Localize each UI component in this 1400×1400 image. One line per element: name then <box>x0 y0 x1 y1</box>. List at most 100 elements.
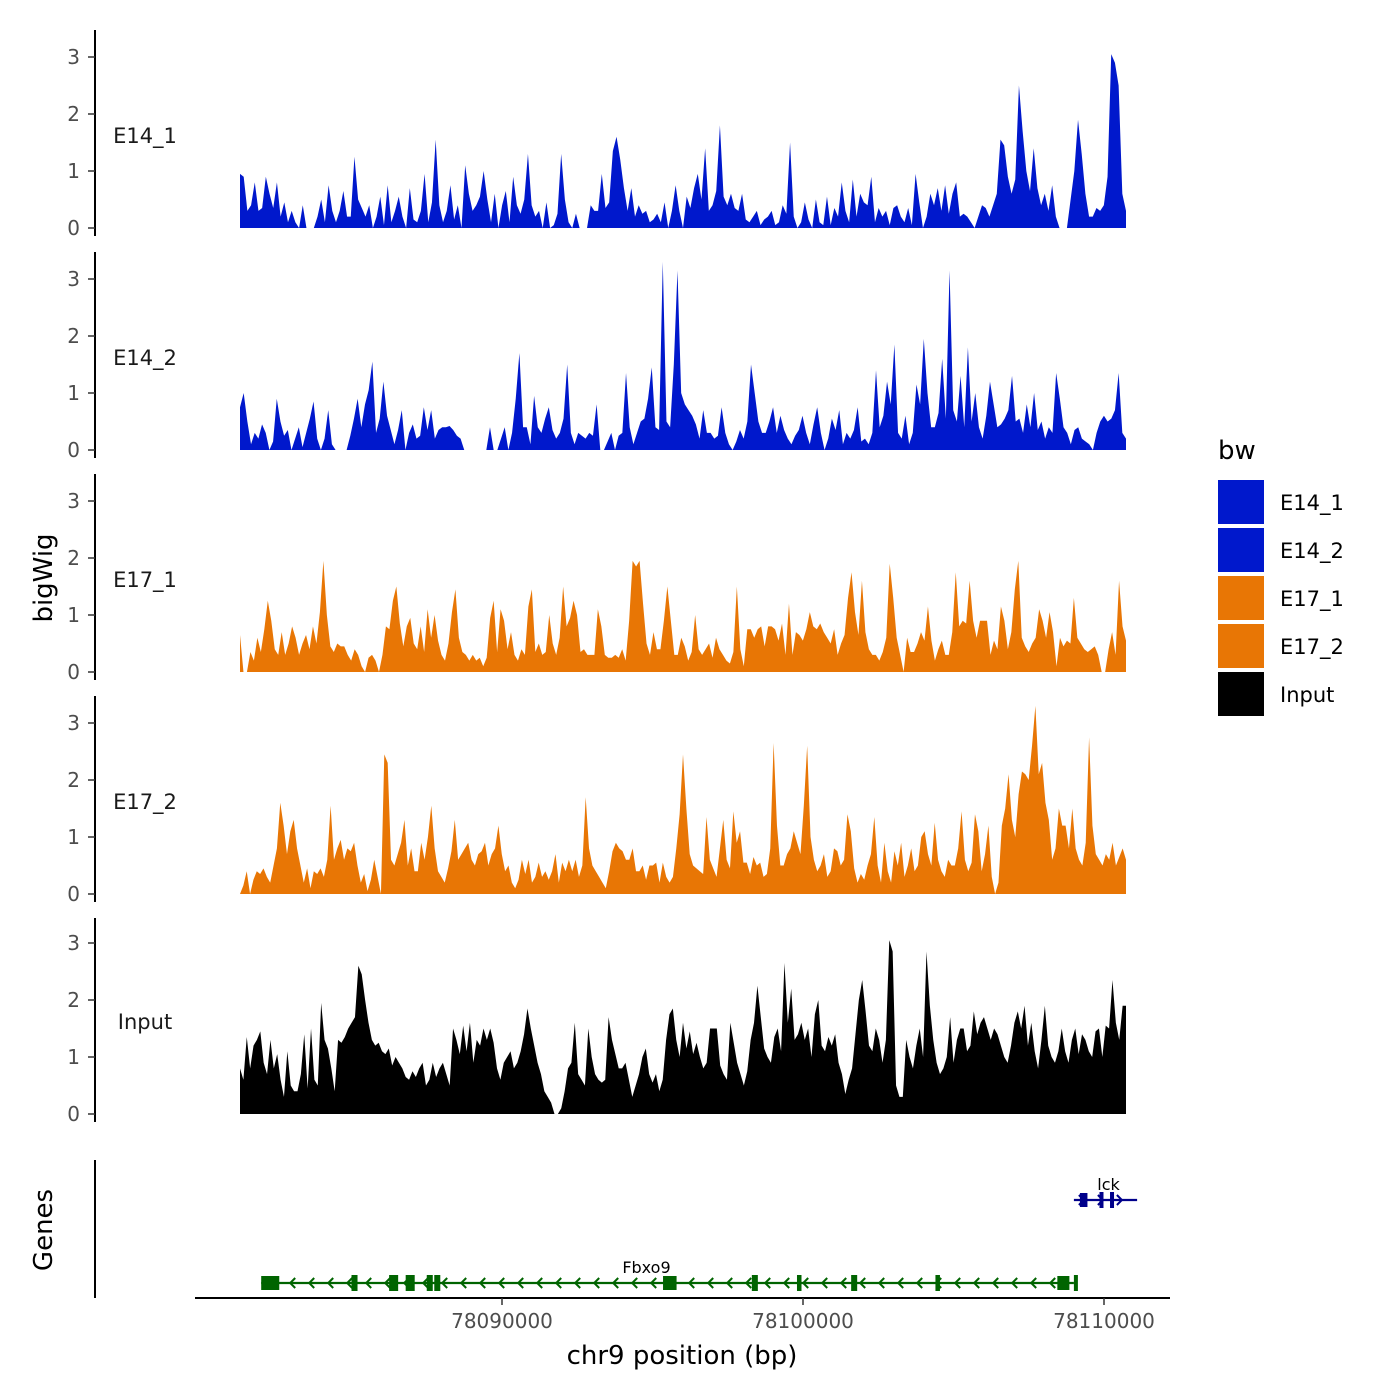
y-tick-label: 0 <box>67 882 80 906</box>
legend-label: Input <box>1280 683 1334 707</box>
gene-exon <box>935 1275 940 1291</box>
y-axis-title: bigWig <box>29 533 59 622</box>
x-axis-title: chr9 position (bp) <box>567 1341 798 1371</box>
y-tick-label: 2 <box>67 324 80 348</box>
strand-arrow <box>421 1277 429 1289</box>
strand-arrow <box>364 1277 372 1289</box>
signal-area-e17-1 <box>240 560 1126 672</box>
track-label: E14_2 <box>113 346 177 371</box>
gene-exon <box>1057 1276 1070 1290</box>
y-tick-label: 3 <box>67 931 80 955</box>
strand-arrow <box>592 1277 600 1289</box>
strand-arrow <box>326 1277 334 1289</box>
y-tick-label: 2 <box>67 768 80 792</box>
legend-item-e14-1: E14_1 <box>1218 480 1344 524</box>
legend-item-e17-2: E17_2 <box>1218 624 1344 668</box>
track-input: 0 1 2 3 Input <box>67 918 1126 1126</box>
strand-arrow <box>516 1277 524 1289</box>
y-tick-label: 3 <box>67 711 80 735</box>
gene-exon <box>261 1276 280 1290</box>
strand-arrow <box>1029 1277 1037 1289</box>
signal-area-e14-2 <box>240 261 1126 450</box>
strand-arrow <box>345 1277 353 1289</box>
legend-item-e14-2: E14_2 <box>1218 528 1344 572</box>
y-tick-label: 0 <box>67 216 80 240</box>
strand-arrow <box>1116 1194 1124 1206</box>
strand-arrow <box>744 1277 752 1289</box>
legend-swatch <box>1218 672 1264 716</box>
strand-arrow <box>611 1277 619 1289</box>
strand-arrow <box>801 1277 809 1289</box>
legend-swatch <box>1218 528 1264 572</box>
y-tick-label: 3 <box>67 267 80 291</box>
y-tick-label: 0 <box>67 1102 80 1126</box>
strand-arrow <box>858 1277 866 1289</box>
strand-arrow <box>706 1277 714 1289</box>
strand-arrow <box>839 1277 847 1289</box>
strand-arrow <box>687 1277 695 1289</box>
gene-exon <box>389 1275 399 1291</box>
track-label: Input <box>118 1010 172 1034</box>
signal-tracks: 0 1 2 3 E14_1 0 1 2 3 E14_2 0 1 2 3 E17_1 0 1 2 3 E17_2 0 1 2 3… <box>67 30 1126 1126</box>
x-tick-label: 78090000 <box>451 1309 553 1333</box>
strand-arrow <box>573 1277 581 1289</box>
signal-area-e14-1 <box>240 54 1126 229</box>
y-tick-label: 0 <box>67 660 80 684</box>
track-label: E14_1 <box>113 124 177 149</box>
legend-items: E14_1 E14_2 E17_1 E17_2 Input <box>1218 480 1344 716</box>
strand-arrow <box>991 1277 999 1289</box>
strand-arrow <box>763 1277 771 1289</box>
strand-arrow <box>383 1277 391 1289</box>
strand-arrow <box>782 1277 790 1289</box>
gene-exon <box>663 1276 677 1290</box>
track-e17-1: 0 1 2 3 E17_1 <box>67 474 1126 684</box>
legend-swatch <box>1218 576 1264 620</box>
x-tick-label: 78100000 <box>752 1309 854 1333</box>
strand-arrow <box>554 1277 562 1289</box>
strand-arrow <box>896 1277 904 1289</box>
track-e14-1: 0 1 2 3 E14_1 <box>67 30 1126 240</box>
gene-exon <box>1110 1192 1115 1208</box>
strand-arrow <box>478 1277 486 1289</box>
strand-arrow <box>288 1277 296 1289</box>
gene-exon <box>1073 1275 1078 1291</box>
x-axis: 78090000 78100000 78110000 <box>195 1297 1170 1333</box>
y-tick-label: 1 <box>67 603 80 627</box>
strand-arrow <box>953 1277 961 1289</box>
strand-arrow <box>1010 1277 1018 1289</box>
y-tick-label: 3 <box>67 45 80 69</box>
legend-title: bw <box>1218 436 1256 466</box>
x-tick-label: 78110000 <box>1053 1309 1155 1333</box>
gene-exon <box>1079 1193 1088 1207</box>
legend-label: E14_2 <box>1280 539 1344 564</box>
y-tick-label: 0 <box>67 438 80 462</box>
gene-exon <box>351 1275 358 1291</box>
strand-arrow <box>877 1277 885 1289</box>
gene-fbxo9: Fbxo9 <box>261 1258 1078 1291</box>
y-tick-label: 1 <box>67 1045 80 1069</box>
gene-label: Fbxo9 <box>622 1258 670 1277</box>
y-tick-label: 2 <box>67 102 80 126</box>
strand-arrow <box>725 1277 733 1289</box>
track-e17-2: 0 1 2 3 E17_2 <box>67 696 1126 906</box>
strand-arrow <box>649 1277 657 1289</box>
y-tick-label: 1 <box>67 159 80 183</box>
gene-annotation-panel: Fbxo9 lck <box>94 1160 1138 1298</box>
track-e14-2: 0 1 2 3 E14_2 <box>67 252 1126 462</box>
track-label: E17_2 <box>113 790 177 815</box>
signal-area-e17-2 <box>240 705 1126 894</box>
strand-arrow <box>497 1277 505 1289</box>
gene-lck: lck <box>1073 1175 1138 1208</box>
genes-axis-title: Genes <box>29 1189 59 1271</box>
y-tick-label: 1 <box>67 825 80 849</box>
signal-area-input <box>240 940 1126 1114</box>
gene-exon <box>751 1275 758 1291</box>
track-label: E17_1 <box>113 568 177 593</box>
gene-exon <box>434 1275 441 1291</box>
legend-label: E17_1 <box>1280 587 1344 612</box>
gene-exon <box>796 1275 802 1291</box>
legend-label: E14_1 <box>1280 491 1344 516</box>
y-tick-label: 2 <box>67 988 80 1012</box>
gene-label: lck <box>1097 1175 1120 1194</box>
